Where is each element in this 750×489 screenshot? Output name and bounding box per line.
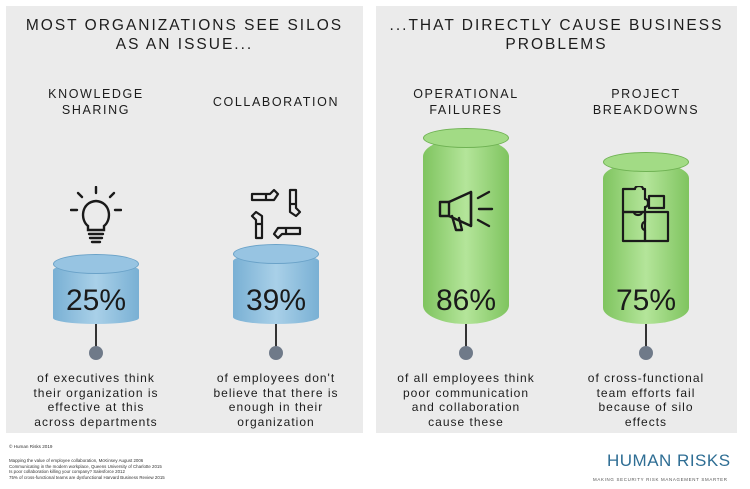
stat-operational-failures: OPERATIONAL FAILURES 86% bbox=[376, 6, 556, 433]
stat-label: PROJECT BREAKDOWNS bbox=[592, 87, 700, 117]
stat-value: 25% bbox=[65, 284, 127, 317]
stat-description: of all employees think poor communicatio… bbox=[397, 371, 535, 429]
lightbulb-icon bbox=[69, 185, 123, 244]
cylinder-39: 39% bbox=[233, 244, 319, 324]
business-problems-panel: ...THAT DIRECTLY CAUSE BUSINESS PROBLEMS… bbox=[376, 6, 737, 433]
stat-value: 75% bbox=[615, 284, 677, 317]
stat-description: of employees don't believe that there is… bbox=[213, 371, 339, 429]
sources-list: Mapping the value of employee collaborat… bbox=[9, 458, 165, 480]
stat-label: KNOWLEDGE SHARING bbox=[48, 87, 144, 117]
connector-dot bbox=[89, 346, 103, 360]
brand-logo: HUMAN RISKS bbox=[607, 451, 731, 470]
source-item: Mapping the value of employee collaborat… bbox=[9, 458, 144, 463]
silos-issue-panel: MOST ORGANIZATIONS SEE SILOS AS AN ISSUE… bbox=[6, 6, 363, 433]
connector-dot bbox=[639, 346, 653, 360]
stat-label: OPERATIONAL FAILURES bbox=[413, 87, 519, 117]
stat-description: of executives think their organization i… bbox=[33, 371, 159, 429]
stat-description: of cross-functional team efforts fail be… bbox=[587, 371, 705, 429]
stat-value: 39% bbox=[245, 284, 307, 317]
panel-title: MOST ORGANIZATIONS SEE SILOS AS AN ISSUE… bbox=[25, 17, 344, 53]
connector-dot bbox=[459, 346, 473, 360]
stat-project-breakdowns: PROJECT BREAKDOWNS 75% of cross-function… bbox=[556, 6, 736, 433]
stat-label: COLLABORATION bbox=[212, 95, 340, 109]
stat-value: 86% bbox=[435, 284, 497, 317]
hands-circle-icon bbox=[248, 186, 304, 242]
copyright: © Human Risks 2019 bbox=[9, 444, 53, 449]
brand-tagline: MAKING SECURITY RISK MANAGEMENT SMARTER bbox=[593, 477, 728, 482]
cylinder-86: 86% bbox=[423, 128, 509, 324]
puzzle-icon bbox=[620, 184, 672, 244]
cylinder-25: 25% bbox=[53, 254, 139, 324]
megaphone-icon bbox=[437, 188, 495, 232]
source-item: Is poor collaboration killing your compa… bbox=[9, 469, 125, 474]
source-item: 75% of cross-functional teams are dysfun… bbox=[9, 474, 165, 480]
stat-knowledge-sharing: KNOWLEDGE SHARING 25% bbox=[6, 6, 186, 433]
panel-title: ...THAT DIRECTLY CAUSE BUSINESS PROBLEMS bbox=[389, 17, 724, 53]
source-item: Communicating in the modern workplace, Q… bbox=[9, 463, 162, 469]
connector-dot bbox=[269, 346, 283, 360]
stat-collaboration: COLLABORATION 39% bbox=[186, 6, 366, 433]
